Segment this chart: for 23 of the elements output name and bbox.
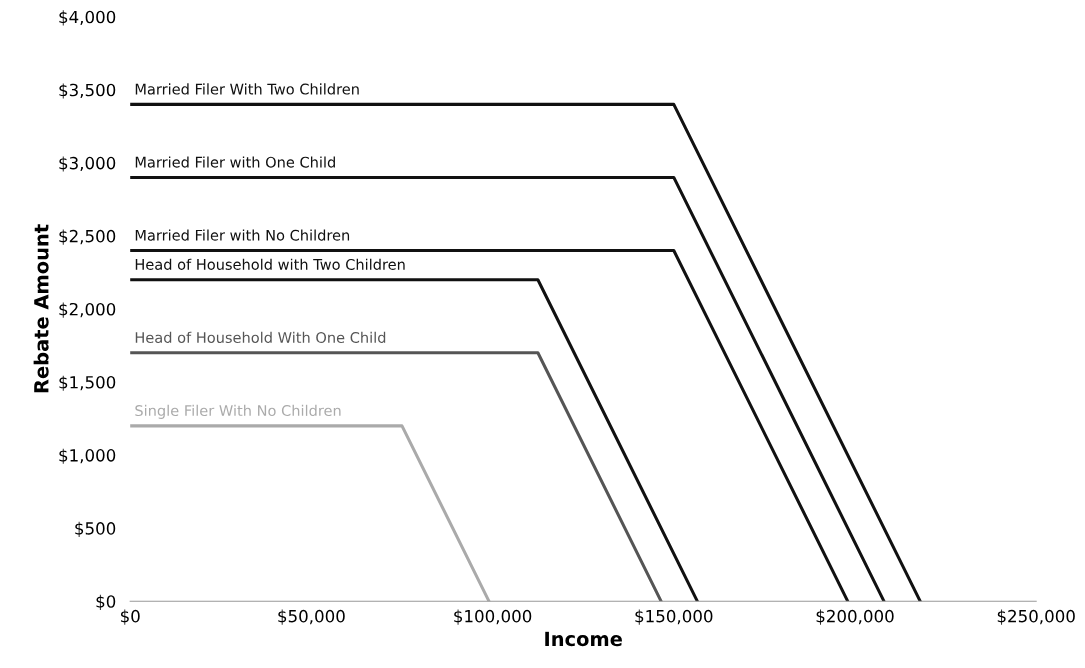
y-tick-label: $0 [96, 594, 116, 610]
x-tick-label: $50,000 [278, 609, 345, 625]
x-tick-label: $100,000 [454, 609, 532, 625]
y-tick-label: $1,000 [59, 448, 116, 464]
y-axis-title: Rebate Amount [33, 224, 49, 393]
series-label: Head of Household with Two Children [135, 258, 405, 270]
series-label: Married Filer With Two Children [135, 83, 359, 95]
x-tick-label: $150,000 [635, 609, 713, 625]
series-label: Married Filer with No Children [135, 229, 350, 241]
y-tick-label: $2,500 [59, 229, 116, 245]
x-tick-label: $200,000 [816, 609, 894, 625]
x-tick-label: $250,000 [997, 609, 1075, 625]
y-tick-label: $2,000 [59, 302, 116, 318]
series-label: Married Filer with One Child [135, 156, 335, 168]
series-label: Head of Household With One Child [135, 331, 386, 344]
y-tick-label: $500 [75, 521, 116, 537]
x-tick-label: $0 [120, 609, 140, 625]
series-label: Single Filer With No Children [135, 404, 341, 419]
y-tick-label: $3,000 [59, 156, 116, 172]
y-tick-label: $3,500 [59, 83, 116, 99]
x-axis-title: Income [545, 631, 622, 647]
y-tick-label: $1,500 [59, 375, 116, 391]
y-tick-label: $4,000 [59, 10, 116, 26]
